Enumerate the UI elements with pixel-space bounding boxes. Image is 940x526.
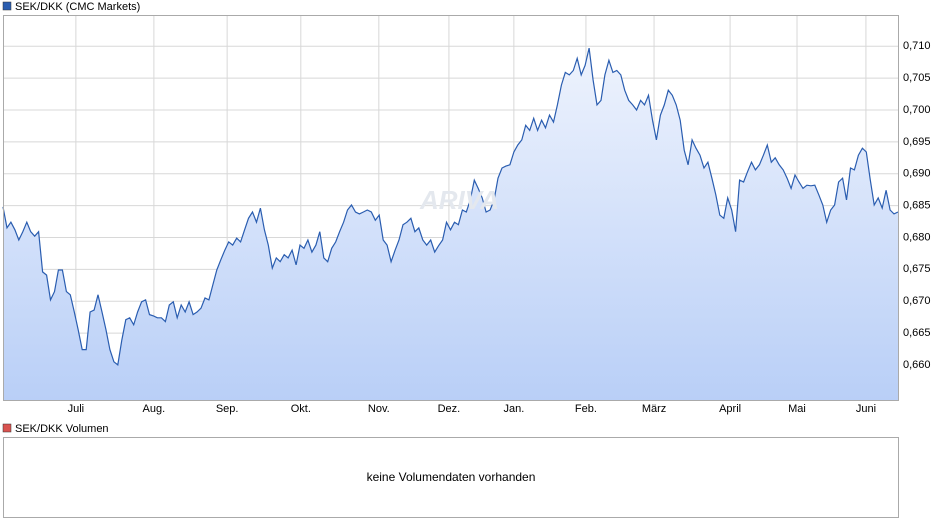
x-tick-label: Dez. — [438, 403, 461, 415]
x-tick-label: Aug. — [143, 403, 166, 415]
y-tick-label: 0,670 — [903, 295, 931, 307]
x-tick-label: Jan. — [503, 403, 524, 415]
x-tick-label: Nov. — [368, 403, 390, 415]
legend-label: SEK/DKK Volumen — [15, 423, 109, 435]
x-tick-label: Juli — [68, 403, 85, 415]
plot — [2, 47, 899, 400]
y-tick-label: 0,690 — [903, 168, 931, 180]
legend-label: SEK/DKK (CMC Markets) — [15, 1, 140, 13]
volume-message: keine Volumendaten vorhanden — [367, 470, 536, 484]
watermark: ARIVA — [419, 185, 499, 215]
area — [3, 48, 898, 400]
y-tick-label: 0,675 — [903, 263, 931, 275]
y-tick-label: 0,660 — [903, 359, 931, 371]
x-tick-label: März — [642, 403, 666, 415]
x-tick-label: Feb. — [575, 403, 597, 415]
x-tick-label: Okt. — [291, 403, 311, 415]
volume-frame — [3, 437, 899, 518]
y-tick-label: 0,705 — [903, 72, 931, 84]
y-tick-label: 0,665 — [903, 327, 931, 339]
x-tick-label: Juni — [856, 403, 876, 415]
plot-frame — [3, 15, 899, 401]
legend-swatch — [2, 423, 12, 433]
x-tick-label: Sep. — [216, 403, 239, 415]
y-tick-label: 0,695 — [903, 136, 931, 148]
y-tick-label: 0,685 — [903, 199, 931, 211]
y-tick-label: 0,700 — [903, 104, 931, 116]
x-tick-label: Mai — [788, 403, 806, 415]
legend-swatch — [2, 1, 12, 11]
line — [2, 47, 899, 367]
y-tick-label: 0,710 — [903, 40, 931, 52]
y-tick-label: 0,680 — [903, 231, 931, 243]
x-tick-label: April — [719, 403, 741, 415]
